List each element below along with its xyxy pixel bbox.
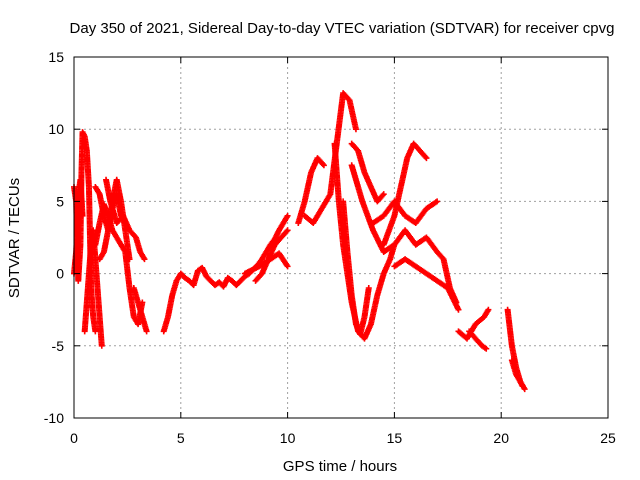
chart-title: Day 350 of 2021, Sidereal Day-to-day VTE… [70,20,615,37]
series-seg-k [252,227,291,284]
axes: 0 5 10 15 20 25 -10 -5 0 5 10 15 [44,49,616,446]
data-point-marker [519,383,526,390]
data-point-marker [455,306,462,313]
x-tick-label: 25 [600,430,616,446]
series-seg-x [508,357,526,390]
y-tick-label: -5 [52,338,65,354]
data-point-marker [434,198,441,205]
series-seg-c [81,227,105,349]
series-seg-o [340,198,372,338]
y-tick-label: 15 [48,49,64,65]
data-point-marker [284,263,291,270]
data-point-marker [483,345,490,352]
x-tick-label: 0 [70,430,78,446]
x-tick-label: 15 [387,430,403,446]
data-point-marker [143,328,150,335]
series-seg-v [466,328,490,352]
data-point-marker [92,328,99,335]
series-seg-r [380,140,430,248]
series-seg-h [130,285,150,335]
data-point-marker [365,285,372,292]
y-tick-label: -10 [44,410,64,426]
plot-frame [73,56,609,419]
data-point-marker [352,126,359,133]
data-point-marker [485,306,492,313]
x-tick-label: 5 [177,430,185,446]
series-seg-g [96,191,124,263]
y-axis-label: SDTVAR / TECUs [6,178,23,298]
y-tick-label: 0 [56,266,64,282]
x-tick-label: 10 [280,430,296,446]
data-point-marker [284,227,291,234]
x-tick-label: 20 [493,430,509,446]
data-point-marker [320,162,327,169]
y-tick-label: 5 [56,193,64,209]
data-point-marker [423,155,430,162]
series-seg-m [301,90,359,227]
x-axis-label: GPS time / hours [283,458,397,475]
y-tick-label: 10 [48,121,64,137]
series-seg-t [348,140,387,205]
data-point-marker [284,212,291,219]
data-series [71,90,528,393]
series-seg-l [295,155,327,227]
data-point-marker [380,191,387,198]
data-point-marker [98,342,105,349]
data-point-marker [79,212,86,219]
data-point-marker [117,212,124,219]
data-point-marker [141,256,148,263]
series-seg-q [370,198,441,227]
series-seg-s [391,256,462,313]
